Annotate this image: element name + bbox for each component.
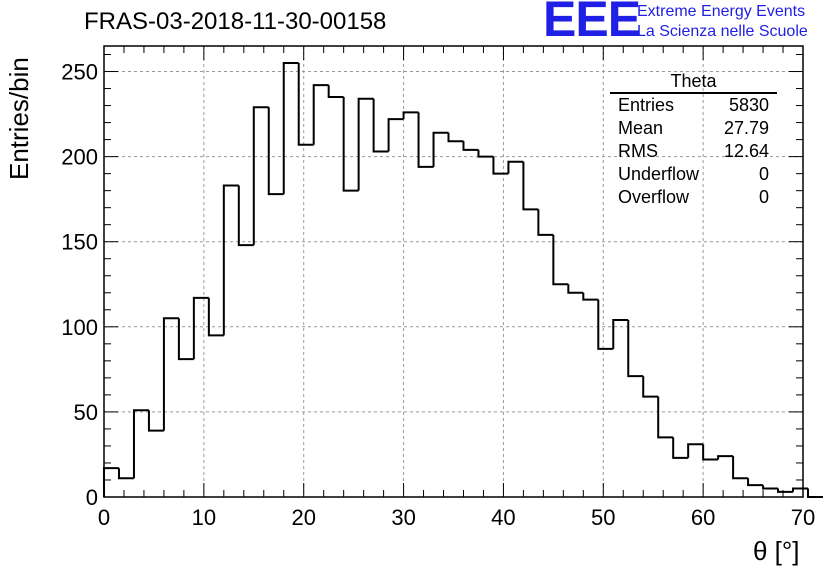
- histogram-bin: [657, 396, 674, 439]
- stats-label: Entries: [618, 95, 675, 115]
- histogram-bin: [342, 97, 359, 192]
- chart-title: FRAS-03-2018-11-30-00158: [84, 8, 387, 35]
- histogram-bin: [806, 488, 823, 498]
- stats-value: 0: [758, 187, 769, 207]
- stats-value: 12.64: [723, 141, 769, 161]
- x-tick-label: 10: [192, 505, 216, 530]
- histogram-bin: [792, 487, 808, 492]
- x-tick-label: 70: [791, 505, 815, 530]
- histogram-bin: [537, 209, 554, 236]
- histogram-bin: [312, 84, 329, 145]
- y-axis-label: Entries/bin: [4, 57, 34, 180]
- histogram-bin: [552, 234, 569, 286]
- y-tick-label: 250: [61, 60, 98, 85]
- histogram-bin: [103, 467, 119, 497]
- histogram-bin: [162, 317, 179, 431]
- x-tick-label: 50: [591, 505, 615, 530]
- histogram-bin: [627, 320, 644, 378]
- x-tick-label: 30: [391, 505, 415, 530]
- stats-label: Overflow: [618, 187, 690, 207]
- stats-label: RMS: [618, 141, 658, 161]
- stats-row-mean: Mean 27.79: [610, 117, 777, 140]
- histogram-bin: [492, 156, 509, 175]
- histogram-bin: [252, 106, 269, 246]
- histogram-bin: [267, 107, 284, 196]
- stats-label: Underflow: [618, 164, 700, 184]
- x-tick-label: 20: [291, 505, 315, 530]
- logo-line-1: Extreme Energy Events: [637, 3, 806, 20]
- stats-row-underflow: Underflow 0: [610, 163, 777, 186]
- stats-row-rms: RMS 12.64: [610, 140, 777, 163]
- y-tick-label: 50: [74, 400, 98, 425]
- y-tick-label: 0: [86, 485, 98, 510]
- histogram-bin: [477, 149, 494, 158]
- histogram-bin: [417, 112, 434, 168]
- stats-label: Mean: [618, 118, 664, 138]
- histogram-bin: [777, 488, 794, 493]
- histogram-bin: [567, 284, 584, 294]
- histogram-bin: [387, 118, 404, 152]
- stats-value: 0: [758, 164, 769, 184]
- x-tick-label: 60: [691, 505, 715, 530]
- x-axis-label: θ [°]: [753, 536, 800, 566]
- histogram-bin: [522, 161, 539, 211]
- histogram-bin: [117, 468, 134, 480]
- x-tick-label: 40: [491, 505, 515, 530]
- histogram-bin: [297, 63, 314, 146]
- eee-logo: EEE: [543, 0, 641, 47]
- x-tick-label: 0: [98, 505, 110, 530]
- histogram-bin: [402, 111, 419, 120]
- histogram-bin: [237, 185, 254, 247]
- logo-line-2: La Scienza nelle Scuole: [637, 23, 808, 40]
- histogram-bin: [582, 292, 599, 301]
- histogram-bin: [222, 184, 239, 336]
- histogram-bin: [642, 376, 659, 398]
- histogram-bin: [507, 160, 524, 174]
- y-tick-label: 150: [61, 230, 98, 255]
- eee-logo-caption: Extreme Energy Events La Scienza nelle S…: [637, 2, 808, 42]
- histogram-bin: [372, 98, 389, 153]
- y-tick-label: 100: [61, 315, 98, 340]
- histogram-bin: [612, 319, 629, 349]
- histogram-bin: [672, 437, 689, 459]
- histogram-bin: [732, 456, 749, 480]
- y-tick-label: 200: [61, 145, 98, 170]
- stats-value: 27.79: [723, 118, 769, 138]
- histogram-bin: [177, 318, 194, 361]
- histogram-bin: [702, 444, 719, 461]
- histogram-bin: [717, 455, 734, 460]
- histogram-bin: [432, 131, 449, 167]
- stats-row-overflow: Overflow 0: [610, 186, 777, 209]
- plot-frame: [103, 45, 804, 498]
- stats-row-entries: Entries 5830: [610, 94, 777, 117]
- histogram-bin: [687, 443, 704, 458]
- histogram-bin: [327, 85, 344, 99]
- histogram-bin: [282, 62, 299, 195]
- stats-box: Theta Entries 5830 Mean 27.79 RMS 12.64 …: [610, 70, 777, 209]
- stats-value: 5830: [728, 95, 769, 115]
- histogram-bin: [447, 132, 464, 143]
- histogram-bin: [747, 478, 764, 487]
- histogram-bin: [357, 97, 374, 191]
- histogram-bin: [462, 141, 479, 151]
- histogram-bin: [597, 299, 614, 350]
- histogram-bin: [147, 410, 164, 432]
- histogram-bin: [192, 296, 209, 360]
- histogram-bin: [132, 409, 149, 479]
- stats-title: Theta: [610, 70, 777, 94]
- histogram-bin: [762, 485, 779, 490]
- histogram-bin: [207, 297, 224, 337]
